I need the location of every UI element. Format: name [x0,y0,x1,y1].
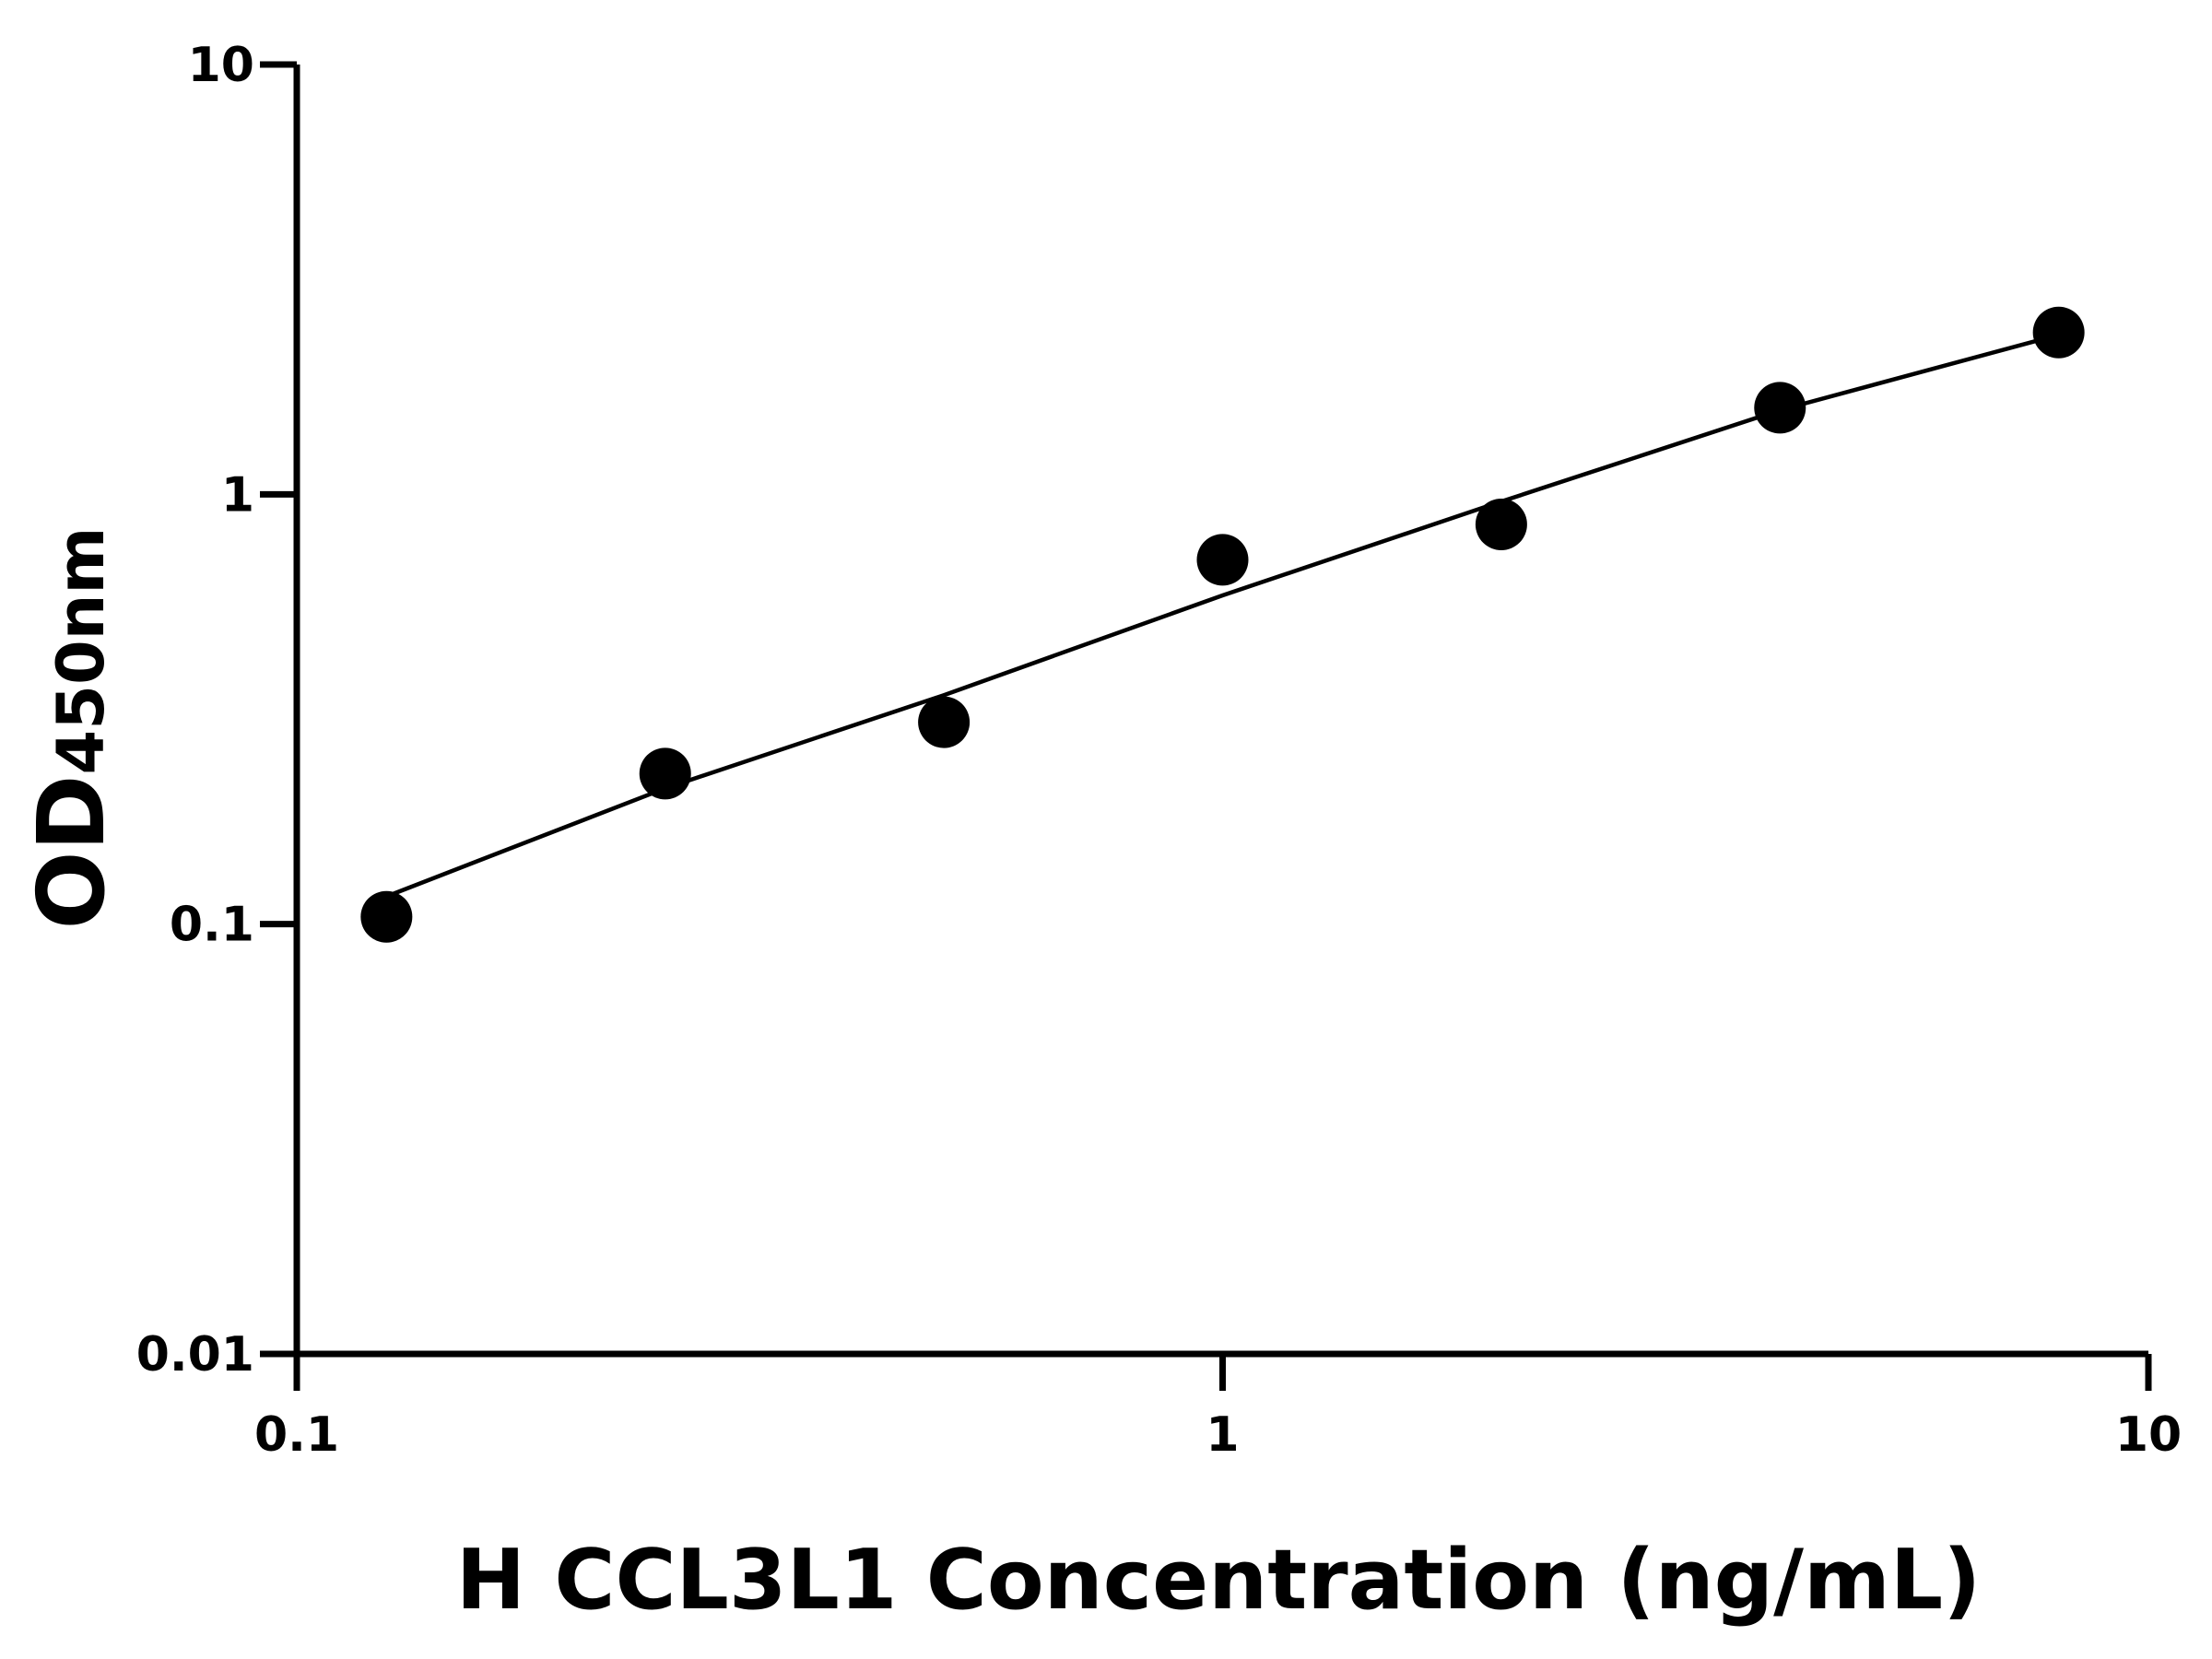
data-point [2032,306,2085,359]
fit-line [385,333,2060,899]
data-point [1196,534,1249,586]
y-tick-label: 0.1 [170,898,254,953]
x-tick-label: 1 [1206,1407,1239,1463]
y-axis-title-sub: 450nm [43,527,119,775]
data-point [1754,382,1806,434]
data-point [1475,499,1527,551]
y-axis-title: OD450nm [18,527,125,930]
y-tick-label: 10 [188,38,254,93]
data-point [639,747,691,800]
data-point [360,890,413,943]
y-tick-label: 1 [221,467,254,523]
x-tick-label: 10 [2115,1407,2182,1463]
x-tick-label: 0.1 [254,1407,339,1463]
y-tick-label: 0.01 [136,1327,254,1382]
y-axis-title-main: OD [18,774,125,929]
x-axis-title: H CCL3L1 Concentration (ng/mL) [456,1532,1981,1629]
data-point [918,696,971,748]
